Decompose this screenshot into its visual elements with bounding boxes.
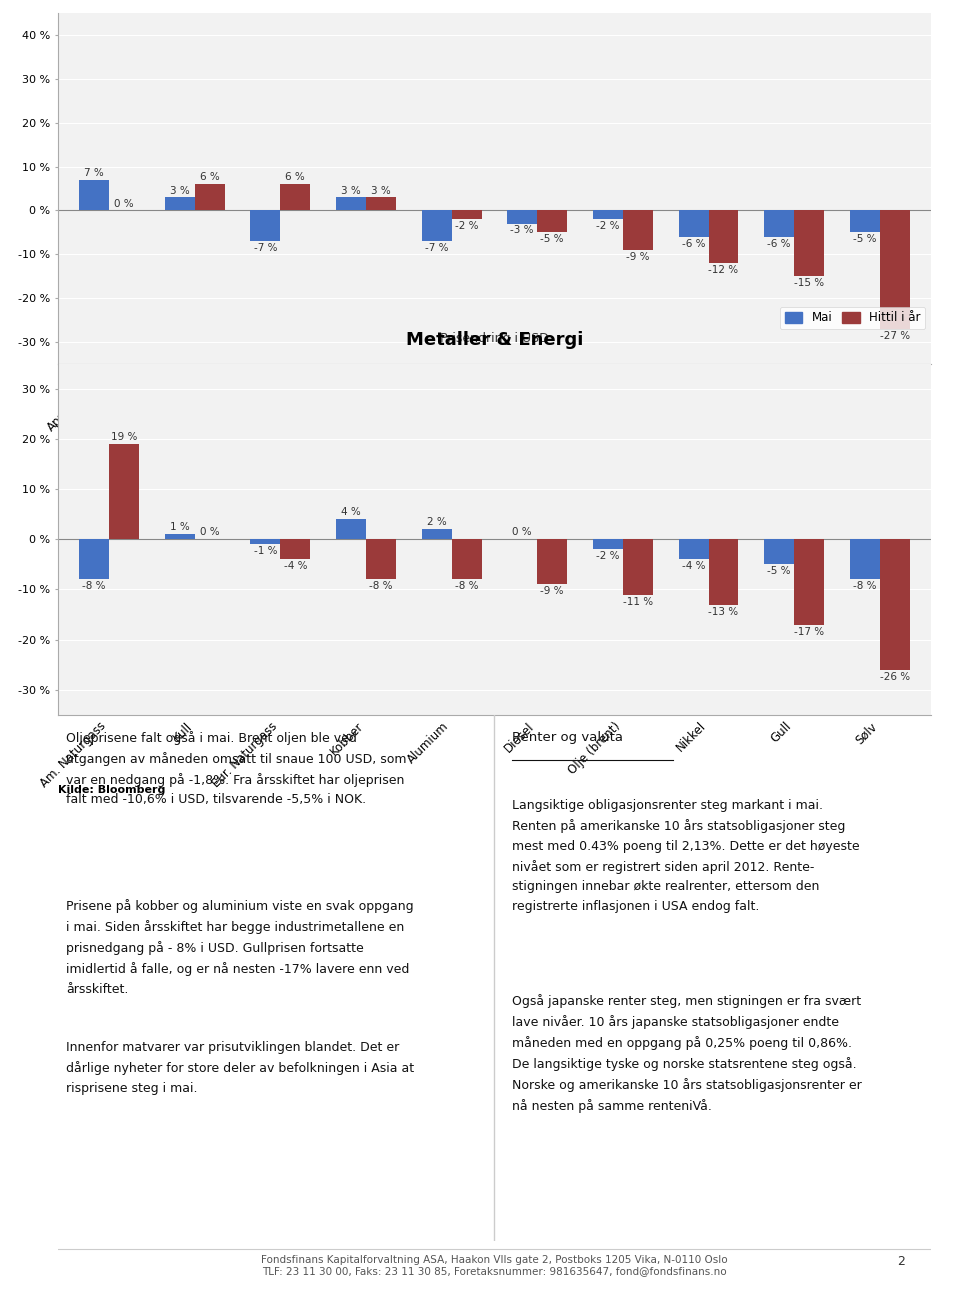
Bar xyxy=(336,198,366,211)
Text: -2 %: -2 % xyxy=(596,221,619,230)
Bar xyxy=(165,198,195,211)
Bar xyxy=(850,211,879,233)
Bar xyxy=(507,211,538,224)
Bar xyxy=(593,539,623,550)
Text: Prisene på kobber og aluminium viste en svak oppgang
i mai. Siden årsskiftet har: Prisene på kobber og aluminium viste en … xyxy=(66,899,414,996)
Bar xyxy=(195,185,225,211)
Bar xyxy=(79,179,109,211)
Text: -12 %: -12 % xyxy=(708,264,738,275)
Bar xyxy=(623,539,653,594)
Text: Kilde: Bloomberg: Kilde: Bloomberg xyxy=(58,435,165,444)
Text: -8 %: -8 % xyxy=(370,581,393,592)
Bar xyxy=(421,211,451,241)
Text: -5 %: -5 % xyxy=(767,567,791,576)
Bar xyxy=(538,211,567,233)
Text: -4 %: -4 % xyxy=(283,562,307,572)
Bar xyxy=(850,539,879,580)
Text: 2: 2 xyxy=(897,1255,905,1268)
Text: -7 %: -7 % xyxy=(253,243,277,253)
Text: 0 %: 0 % xyxy=(114,199,133,208)
Bar xyxy=(623,211,653,250)
Bar xyxy=(451,211,482,219)
Text: -15 %: -15 % xyxy=(794,278,825,288)
Bar xyxy=(79,539,109,580)
Text: -13 %: -13 % xyxy=(708,606,738,617)
Bar xyxy=(451,539,482,580)
Text: 6 %: 6 % xyxy=(285,173,305,182)
Text: -5 %: -5 % xyxy=(853,234,876,245)
Bar xyxy=(251,539,280,545)
Bar xyxy=(366,539,396,580)
Text: -1 %: -1 % xyxy=(253,546,277,556)
Text: Også japanske renter steg, men stigningen er fra svært
lave nivåer. 10 års japan: Også japanske renter steg, men stigninge… xyxy=(512,994,862,1113)
Text: -9 %: -9 % xyxy=(540,586,564,597)
Bar xyxy=(251,211,280,241)
Text: -8 %: -8 % xyxy=(853,581,876,592)
Bar xyxy=(538,539,567,585)
Text: 7 %: 7 % xyxy=(84,168,104,178)
Bar xyxy=(679,211,708,237)
Title: Metaller & Energi: Metaller & Energi xyxy=(406,330,583,348)
Text: 1 %: 1 % xyxy=(170,522,189,533)
Bar xyxy=(109,444,139,539)
Bar xyxy=(280,539,310,559)
Text: -6 %: -6 % xyxy=(682,238,706,249)
Text: -8 %: -8 % xyxy=(455,581,478,592)
Text: -4 %: -4 % xyxy=(682,562,706,572)
Text: -11 %: -11 % xyxy=(623,597,653,606)
Text: Kilde: Bloomberg: Kilde: Bloomberg xyxy=(58,785,165,795)
Bar xyxy=(165,534,195,539)
Bar xyxy=(879,211,910,329)
Bar xyxy=(366,198,396,211)
Text: 3 %: 3 % xyxy=(170,186,189,195)
Text: 0 %: 0 % xyxy=(513,528,532,538)
Bar xyxy=(764,539,794,564)
Text: -3 %: -3 % xyxy=(511,225,534,236)
Text: Renter og valuta: Renter og valuta xyxy=(512,730,623,744)
Bar xyxy=(280,185,310,211)
Bar xyxy=(679,539,708,559)
Text: -7 %: -7 % xyxy=(425,243,448,253)
Text: -2 %: -2 % xyxy=(596,551,619,562)
Text: -26 %: -26 % xyxy=(879,672,910,682)
Text: Prisendring i USD: Prisendring i USD xyxy=(440,331,549,344)
Bar xyxy=(708,539,738,605)
Text: 2 %: 2 % xyxy=(426,517,446,528)
Text: 0 %: 0 % xyxy=(200,528,220,538)
Bar xyxy=(593,211,623,219)
Text: 3 %: 3 % xyxy=(372,186,391,195)
Bar xyxy=(421,529,451,539)
Text: -6 %: -6 % xyxy=(767,238,791,249)
Legend: Mai, Hittil i år: Mai, Hittil i år xyxy=(780,306,925,329)
Text: Fondsfinans Kapitalforvaltning ASA, Haakon VIIs gate 2, Postboks 1205 Vika, N-01: Fondsfinans Kapitalforvaltning ASA, Haak… xyxy=(261,1255,728,1276)
Text: Oljeprisene falt også i mai. Brent oljen ble ved
utgangen av måneden omsatt til : Oljeprisene falt også i mai. Brent oljen… xyxy=(66,730,407,806)
Text: -17 %: -17 % xyxy=(794,627,825,636)
Text: 6 %: 6 % xyxy=(200,173,220,182)
Text: -9 %: -9 % xyxy=(626,251,650,262)
Text: 4 %: 4 % xyxy=(341,508,361,517)
Bar xyxy=(879,539,910,670)
Text: -8 %: -8 % xyxy=(83,581,106,592)
Bar xyxy=(764,211,794,237)
Bar xyxy=(794,211,824,276)
Text: -2 %: -2 % xyxy=(455,221,478,230)
Bar xyxy=(794,539,824,624)
Text: Langsiktige obligasjonsrenter steg markant i mai.
Renten på amerikanske 10 års s: Langsiktige obligasjonsrenter steg marka… xyxy=(512,798,859,912)
Text: 19 %: 19 % xyxy=(110,432,137,442)
Text: Innenfor matvarer var prisutviklingen blandet. Det er
dårlige nyheter for store : Innenfor matvarer var prisutviklingen bl… xyxy=(66,1041,415,1094)
Text: -5 %: -5 % xyxy=(540,234,564,245)
Text: 3 %: 3 % xyxy=(341,186,361,195)
Bar xyxy=(708,211,738,263)
Bar xyxy=(336,520,366,539)
Text: -27 %: -27 % xyxy=(879,331,910,340)
